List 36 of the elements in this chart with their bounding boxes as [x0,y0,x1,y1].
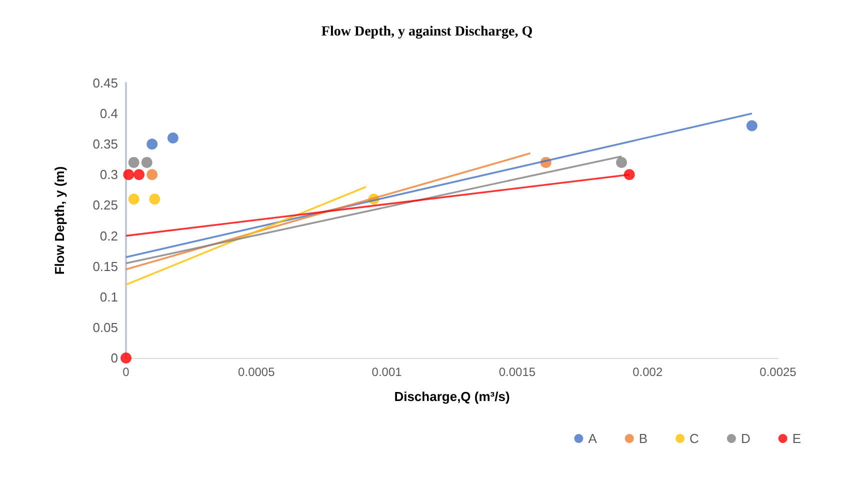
y-tick-label: 0.05 [92,320,118,335]
y-tick-label: 0.25 [92,198,118,213]
y-axis-title: Flow Depth, y (m) [52,166,67,275]
legend-label: A [588,431,598,446]
point [146,138,158,150]
y-tick-label: 0 [110,350,118,366]
y-tick-label: 0.1 [100,289,118,304]
chart-title: Flow Depth, y against Discharge, Q [321,24,533,40]
point [141,156,152,168]
x-tick-label: 0.002 [632,365,663,379]
y-tick-label: 0.15 [92,258,118,274]
y-tick-label: 0.35 [92,136,118,152]
x-tick-label: 0.0015 [498,365,536,379]
legend-label: C [690,431,699,446]
x-tick-label: 0.001 [372,365,402,379]
legend-label: B [638,431,648,446]
point [746,120,758,132]
y-tick-label: 0.4 [100,106,118,122]
y-tick-label: 0.2 [100,228,118,244]
point [616,156,628,168]
point [146,169,158,180]
point [128,194,140,205]
point [167,132,178,144]
x-tick-label: 0 [122,365,130,379]
x-axis-title: Discharge,Q (m³/s) [394,389,510,404]
y-tick-label: 0.3 [100,167,118,182]
x-tick-label: 0.0025 [760,365,797,379]
point [123,169,134,180]
point [149,194,160,205]
x-tick-label: 0.0005 [238,365,276,379]
point [128,156,140,168]
y-tick-label: 0.45 [92,76,118,90]
point [134,169,145,180]
legend-label: D [740,431,750,446]
point [120,352,132,364]
legend-label: E [792,431,802,446]
